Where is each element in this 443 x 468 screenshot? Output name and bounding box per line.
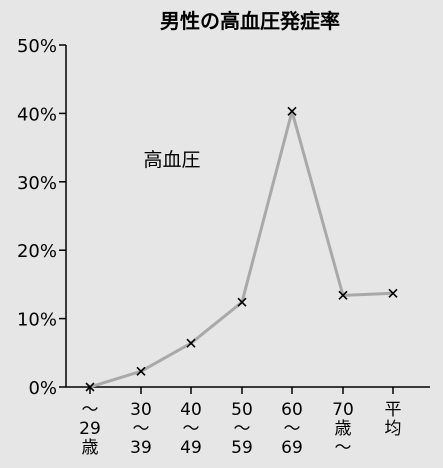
x-tick-label-line: 〜 <box>82 400 99 420</box>
x-tick-label-line: 59 <box>231 438 253 458</box>
x-tick-label-line: 〜 <box>133 419 150 439</box>
x-tick-label-line: 〜 <box>183 419 200 439</box>
y-ticks: 0% 10% 20% 30% 40% 50% <box>17 36 66 399</box>
x-tick-label-line: 50 <box>231 400 253 420</box>
x-tick-label-line: 69 <box>281 438 303 458</box>
x-tick-label: 平均 <box>385 400 402 439</box>
y-tick-label: 0% <box>28 378 57 399</box>
x-tick-label: 60 〜 69 <box>281 400 303 458</box>
x-tick-label-line: 30 <box>130 400 152 420</box>
x-tick-label-line: 49 <box>180 438 202 458</box>
series-markers <box>85 106 398 392</box>
x-tick-label-line: 29 <box>79 419 101 439</box>
x-tick-label-line: 40 <box>180 400 202 420</box>
x-tick-label: 50 〜 59 <box>231 400 253 458</box>
data-point-marker <box>237 297 247 307</box>
data-point-marker <box>388 288 398 298</box>
x-tick-label-line: 均 <box>385 419 402 439</box>
x-tick-label: 40 〜 49 <box>180 400 202 458</box>
y-tick-label: 40% <box>17 104 57 125</box>
y-tick-label: 50% <box>17 36 57 57</box>
y-tick-label: 10% <box>17 310 57 331</box>
data-point-marker <box>186 338 196 348</box>
data-point-marker <box>136 366 146 376</box>
x-tick-label: 70 歳〜 <box>332 400 354 458</box>
y-tick-label: 20% <box>17 241 57 262</box>
series-line-path <box>89 109 394 389</box>
chart-title: 男性の高血圧発症率 <box>160 9 340 33</box>
x-tick-label-line: 60 <box>281 400 303 420</box>
x-tick-label-line: 歳 <box>335 419 352 439</box>
x-tick-label-line: 70 <box>332 400 354 420</box>
x-tick-label-line: 〜 <box>284 419 301 439</box>
x-tick-label: 30 〜 39 <box>130 400 152 458</box>
series-line <box>89 109 394 389</box>
x-tick-label-line: 39 <box>130 438 152 458</box>
data-point-marker <box>338 290 348 300</box>
data-point-marker <box>85 382 95 392</box>
x-tick-label-line: 〜 <box>335 438 352 458</box>
x-tick-label-line: 歳 <box>82 438 99 458</box>
y-tick-label: 30% <box>17 173 57 194</box>
data-point-marker <box>287 106 297 116</box>
x-tick-label-line: 平 <box>385 400 402 420</box>
x-tick-label-line: 〜 <box>234 419 251 439</box>
series-annotation: 高血圧 <box>143 149 200 171</box>
x-tick-label: 〜 29 歳 <box>79 400 101 458</box>
